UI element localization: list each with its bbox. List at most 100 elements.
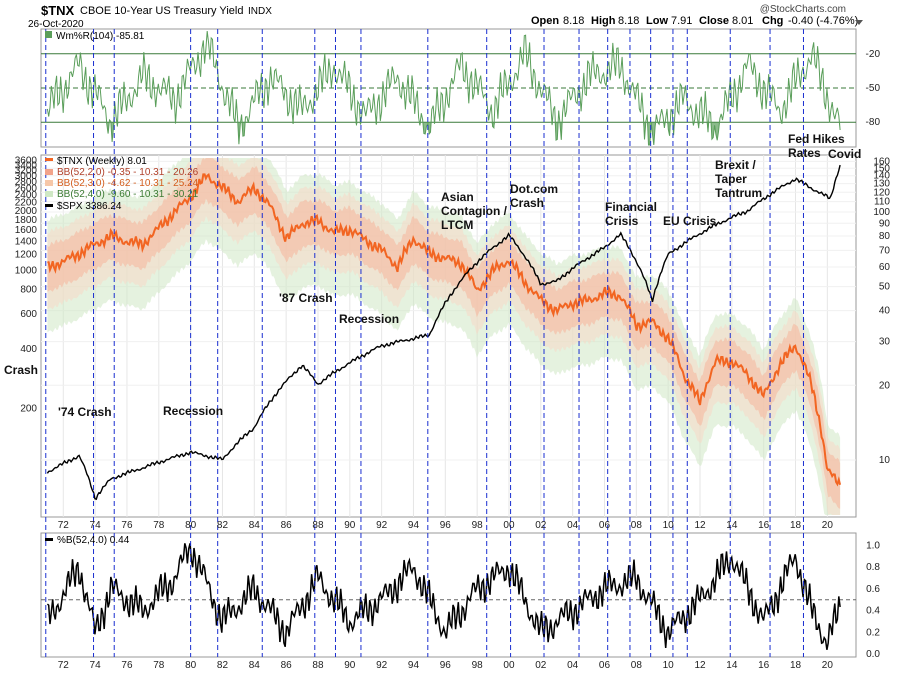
right-tick-label: 60 (879, 262, 891, 273)
pctb-tick-label: 0.2 (866, 627, 880, 638)
left-tick-label: 2400 (15, 190, 38, 201)
annotation-recession-80: Recession (163, 404, 223, 418)
x-tick-label: 08 (631, 520, 643, 531)
annotation-recession-90: Recession (339, 312, 399, 326)
right-tick-label: 10 (879, 455, 891, 466)
annotation-financial-crisis: Financial Crisis (605, 200, 657, 228)
x-tick-label-bottom: 12 (694, 660, 706, 671)
right-tick-label: 150 (873, 163, 890, 174)
pctb-tick-label: 1.0 (866, 540, 880, 551)
wmr-tick-label: -80 (866, 117, 881, 128)
left-tick-label: 800 (20, 284, 37, 295)
left-tick-label: 400 (20, 344, 37, 355)
right-tick-label: 90 (879, 218, 891, 229)
wmr-legend: Wm%R(104) -85.81 (45, 31, 145, 42)
close-value: 8.01 (732, 15, 753, 27)
annotation-eu-crisis: EU Crisis (663, 214, 717, 228)
bb40-legend-label: BB(52,4.0) -9.60 - 10.31 - 30.21 (57, 189, 199, 200)
x-tick-label-bottom: 80 (185, 660, 197, 671)
right-tick-label: 100 (873, 207, 890, 218)
x-tick-label: 02 (535, 520, 547, 531)
left-tick-label: 2200 (15, 198, 38, 209)
x-tick-label: 80 (185, 520, 197, 531)
pctb-legend: %B(52,4.0) 0.44 (45, 535, 130, 546)
x-tick-label: 00 (503, 520, 515, 531)
x-tick-label: 78 (153, 520, 165, 531)
x-tick-label-bottom: 82 (217, 660, 229, 671)
spx-series-line (46, 164, 841, 501)
security-name: CBOE 10-Year US Treasury Yield (80, 5, 243, 17)
tnx-series-line (47, 173, 842, 487)
wmr-tick-label: -20 (866, 49, 881, 60)
bb30-band (47, 158, 841, 515)
x-tick-label: 12 (694, 520, 706, 531)
x-tick-label-bottom: 86 (281, 660, 293, 671)
left-tick-label: 3400 (15, 160, 38, 171)
wmr-legend-swatch (45, 31, 52, 38)
annotation-covid: Covid (828, 147, 861, 161)
x-tick-label-bottom: 88 (312, 660, 324, 671)
x-tick-label-bottom: 72 (58, 660, 70, 671)
open-value: 8.18 (563, 15, 584, 27)
x-tick-label: 04 (567, 520, 579, 531)
bb30-legend-swatch (45, 180, 53, 186)
x-tick-label-bottom: 16 (758, 660, 770, 671)
x-tick-label: 76 (121, 520, 133, 531)
x-tick-label: 86 (281, 520, 293, 531)
x-tick-label: 98 (472, 520, 484, 531)
x-tick-label: 84 (249, 520, 261, 531)
right-tick-label: 140 (873, 171, 890, 182)
bb40-legend-swatch (45, 191, 53, 197)
high-value: 8.18 (618, 15, 639, 27)
x-tick-label: 90 (344, 520, 356, 531)
right-tick-label: 70 (879, 245, 891, 256)
x-tick-label: 72 (58, 520, 70, 531)
left-tick-label: 3600 (15, 155, 38, 166)
x-tick-label-bottom: 00 (503, 660, 515, 671)
right-tick-label: 110 (874, 197, 890, 208)
left-tick-label: 1400 (15, 236, 38, 247)
x-tick-label: 82 (217, 520, 229, 531)
pctb-layer (41, 543, 856, 650)
right-tick-label: 30 (879, 337, 891, 348)
left-tick-label: 2600 (15, 183, 38, 194)
tnx-legend-swatch (45, 158, 53, 161)
pctb-tick-label: 0.6 (866, 584, 880, 595)
bb20-legend-label: BB(52,2.0) -0.35 - 10.31 - 20.26 (57, 167, 199, 178)
wmr-layer (41, 30, 856, 146)
annotation-crash: Crash (4, 363, 38, 377)
chg-value: -0.40 (-4.76%) (788, 15, 858, 27)
dropdown-arrow-icon[interactable] (855, 20, 863, 25)
x-tick-label: 18 (790, 520, 802, 531)
price-legend: $TNX (Weekly) 8.01 BB(52,2.0) -0.35 - 10… (45, 156, 199, 212)
wmr-series-line (46, 30, 841, 146)
left-tick-label: 1800 (15, 215, 38, 226)
x-tick-label-bottom: 04 (567, 660, 579, 671)
x-tick-label: 20 (822, 520, 834, 531)
x-tick-label: 14 (726, 520, 738, 531)
annotation-fed-hikes: Fed Hikes Rates (788, 132, 845, 160)
left-tick-label: 2000 (15, 206, 38, 217)
left-tick-label: 1600 (15, 225, 38, 236)
x-tick-label-bottom: 18 (790, 660, 802, 671)
x-tick-label: 10 (663, 520, 675, 531)
x-tick-label: 96 (440, 520, 452, 531)
annotation-brexit-taper: Brexit / Taper Tantrum (715, 158, 762, 200)
close-label: Close (699, 15, 729, 27)
x-tick-label-bottom: 74 (90, 660, 102, 671)
left-tick-label: 1200 (15, 250, 38, 261)
left-tick-label: 3200 (15, 165, 38, 176)
right-tick-label: 160 (873, 156, 890, 167)
exchange-label: INDX (248, 6, 272, 17)
x-tick-label-bottom: 14 (726, 660, 738, 671)
left-tick-label: 600 (20, 309, 37, 320)
pctb-tick-label: 0.8 (866, 562, 880, 573)
bb20-legend-swatch (45, 169, 53, 175)
low-value: 7.91 (671, 15, 692, 27)
x-tick-label-bottom: 98 (472, 660, 484, 671)
x-tick-label-bottom: 84 (249, 660, 261, 671)
tnx-layer (47, 173, 842, 487)
left-tick-label: 200 (20, 403, 37, 414)
chart-date: 26-Oct-2020 (28, 19, 84, 30)
x-tick-label-bottom: 08 (631, 660, 643, 671)
